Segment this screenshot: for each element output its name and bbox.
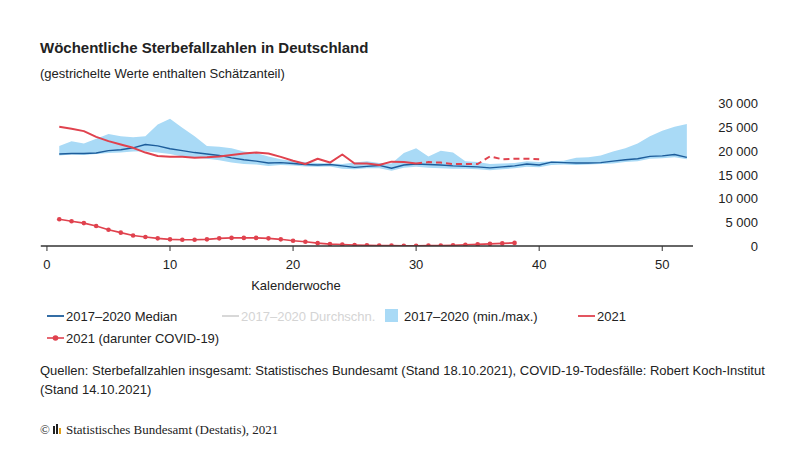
marker <box>229 236 234 241</box>
source: Quellen: Sterbefallzahlen insgesamt: Sta… <box>40 361 765 399</box>
series-line-estimated <box>416 156 539 164</box>
marker <box>278 237 283 242</box>
y-tick-label: 0 <box>751 239 758 254</box>
legend-swatch <box>578 315 595 317</box>
marker <box>500 241 505 246</box>
legend-item: 2021 (darunter COVID-19) <box>47 331 219 346</box>
legend-item: 2017–2020 (min./max.) <box>385 309 538 324</box>
title: Wöchentliche Sterbefallzahlen in Deutsch… <box>40 39 368 56</box>
x-tick <box>662 246 663 251</box>
y-tick-label: 20 000 <box>718 144 758 159</box>
marker <box>106 227 111 232</box>
marker <box>143 235 148 240</box>
legend-label: 2021 (darunter COVID-19) <box>66 331 219 346</box>
legend-item: 2021 <box>578 309 626 324</box>
logo-bar <box>59 428 61 434</box>
legend-label: 2017–2020 Durchschn. <box>241 309 375 324</box>
x-tick <box>170 246 171 251</box>
marker <box>82 221 87 226</box>
marker <box>512 241 517 246</box>
marker <box>94 224 99 229</box>
logo-bar <box>56 424 58 434</box>
plot-area <box>57 119 687 246</box>
x-axis-label: Kalenderwoche <box>251 278 341 293</box>
x-tick-label: 50 <box>655 257 669 272</box>
subtitle: (gestrichelte Werte enthalten Schätzante… <box>40 66 285 81</box>
marker <box>131 233 136 238</box>
marker <box>180 238 185 243</box>
marker <box>291 238 296 243</box>
legend-item: 2017–2020 Durchschn. <box>222 309 375 324</box>
page: {"chart_data": { "type": "line", "title"… <box>0 0 800 450</box>
marker <box>254 236 259 241</box>
legend-swatch <box>385 309 398 322</box>
legend-swatch <box>47 315 64 317</box>
x-tick <box>539 246 540 251</box>
x-axis-line <box>41 245 693 247</box>
legend-label: 2017–2020 Median <box>66 309 177 324</box>
y-tick-label: 15 000 <box>718 168 758 183</box>
y-tick-label: 5 000 <box>725 215 758 230</box>
y-tick-label: 30 000 <box>718 96 758 111</box>
logo-bar <box>53 426 55 434</box>
marker <box>303 239 308 244</box>
marker <box>168 237 173 242</box>
x-tick <box>293 246 294 251</box>
x-tick-label: 10 <box>163 257 177 272</box>
marker <box>57 217 62 222</box>
series-line <box>59 127 416 165</box>
marker <box>192 238 197 243</box>
legend-label: 2021 <box>597 309 626 324</box>
min-max-band <box>59 119 687 171</box>
legend-marker <box>53 335 59 341</box>
marker <box>69 219 74 224</box>
x-tick-label: 20 <box>286 257 300 272</box>
legend-label: 2017–2020 (min./max.) <box>404 309 538 324</box>
series-line <box>59 219 514 245</box>
marker <box>205 237 210 242</box>
marker <box>217 236 222 241</box>
x-tick-label: 30 <box>409 257 423 272</box>
legend-item: 2017–2020 Median <box>47 309 177 324</box>
marker <box>242 236 247 241</box>
x-tick <box>416 246 417 251</box>
marker <box>118 230 123 235</box>
marker <box>315 241 320 246</box>
x-tick-label: 0 <box>43 257 50 272</box>
logo <box>53 424 61 434</box>
x-tick <box>46 246 47 251</box>
x-tick-label: 40 <box>532 257 546 272</box>
y-tick-label: 25 000 <box>718 120 758 135</box>
copyright: Statistisches Bundesamt (Destatis), 2021 <box>66 422 278 437</box>
y-tick-label: 10 000 <box>718 191 758 206</box>
copyright-sign: © <box>40 422 50 437</box>
legend-swatch <box>222 315 239 317</box>
marker <box>266 236 271 241</box>
marker <box>155 236 160 241</box>
